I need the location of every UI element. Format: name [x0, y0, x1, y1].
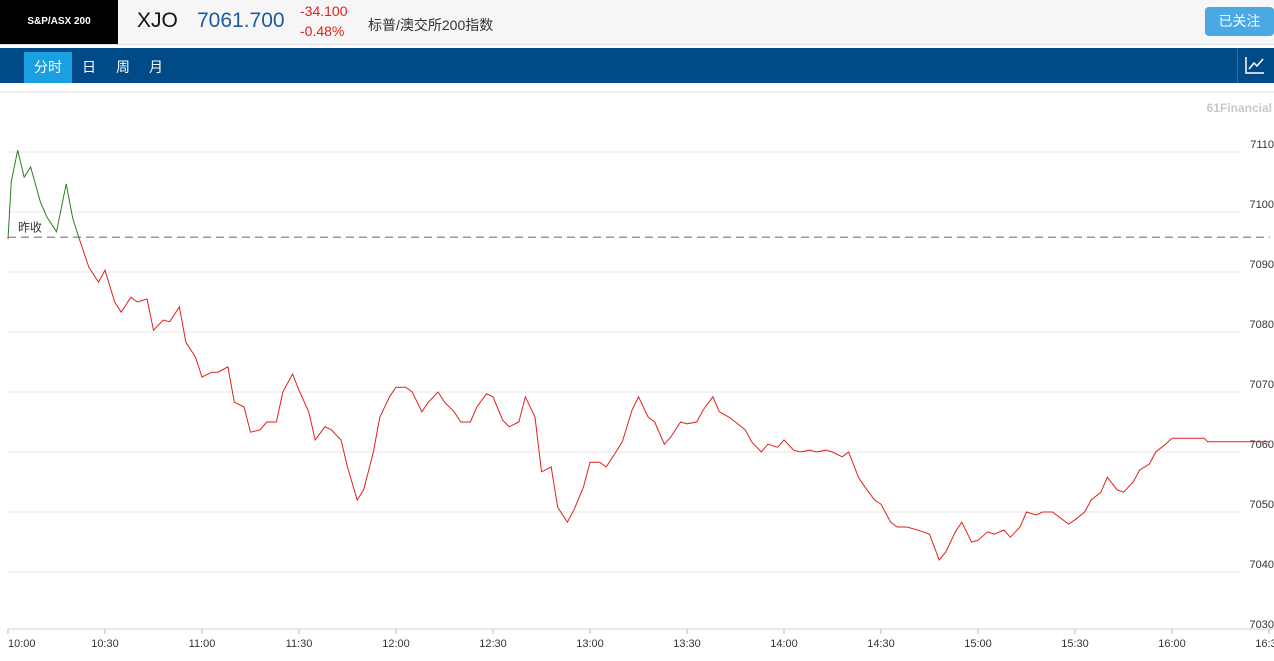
x-tick-label: 14:30	[867, 638, 895, 650]
tab[interactable]: 日	[82, 59, 96, 75]
tab[interactable]: 月	[149, 59, 163, 75]
x-tick-label: 11:30	[286, 638, 313, 650]
symbol: XJO	[137, 9, 178, 32]
tab-bar: 分时日 周 月	[0, 48, 1274, 83]
y-tick-label: 7090	[1250, 259, 1274, 271]
price: 7061.700	[197, 9, 285, 32]
x-tick-label: 16:00	[1158, 638, 1186, 650]
watermark: 61Financial	[1207, 101, 1272, 115]
logo: S&P/ASX 200	[0, 0, 118, 44]
x-tick-label: 14:00	[770, 638, 798, 650]
y-tick-label: 7060	[1250, 439, 1274, 451]
change: -34.100	[300, 3, 348, 19]
y-tick-label: 7080	[1250, 319, 1274, 331]
x-tick-label: 11:00	[189, 638, 216, 650]
y-tick-label: 7040	[1250, 559, 1274, 571]
header: S&P/ASX 200 XJO 7061.700 -34.100 -0.48% …	[0, 0, 1274, 45]
x-tick-label: 12:30	[479, 638, 507, 650]
index-name: 标普/澳交所200指数	[368, 17, 494, 33]
x-tick-label: 10:00	[8, 638, 36, 650]
y-tick-label: 7030	[1250, 619, 1274, 631]
reference-label: 昨收	[18, 220, 42, 234]
x-tick-label: 12:00	[382, 638, 410, 650]
tab[interactable]: 周	[116, 59, 130, 75]
tab[interactable]: 分时	[24, 52, 72, 83]
x-tick-label: 16:30	[1255, 638, 1274, 650]
x-tick-label: 10:30	[91, 638, 119, 650]
chart-icon[interactable]	[1244, 55, 1266, 75]
y-tick-label: 7100	[1250, 199, 1274, 211]
separator	[1237, 48, 1238, 83]
price-line	[7, 150, 1269, 561]
x-tick-label: 15:00	[964, 638, 992, 650]
y-tick-label: 7110	[1250, 139, 1274, 151]
y-tick-label: 7070	[1250, 379, 1274, 391]
x-tick-label: 15:30	[1061, 638, 1089, 650]
change-pct: -0.48%	[300, 23, 345, 39]
y-tick-label: 7050	[1250, 499, 1274, 511]
x-tick-label: 13:30	[673, 638, 701, 650]
follow-button[interactable]: 已关注	[1205, 7, 1274, 36]
x-tick-label: 13:00	[576, 638, 604, 650]
